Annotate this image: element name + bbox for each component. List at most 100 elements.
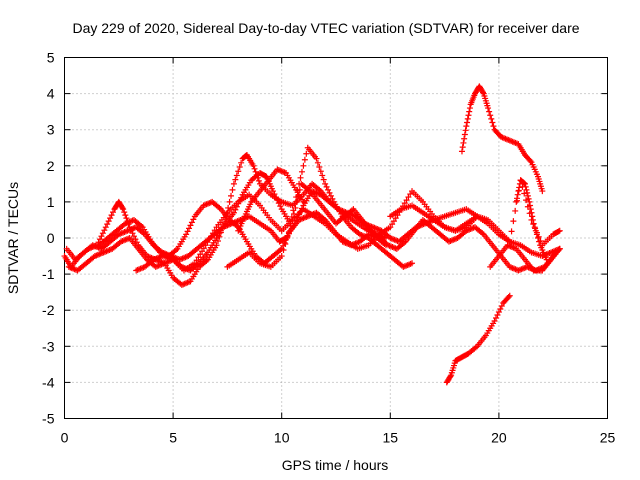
x-tick-label: 0 — [61, 430, 69, 446]
data-point — [525, 195, 532, 202]
data-point — [303, 150, 310, 157]
series-arc-12 — [487, 242, 563, 274]
y-tick-label: -1 — [42, 266, 55, 282]
data-point — [409, 260, 416, 267]
data-point — [236, 164, 243, 171]
data-point — [490, 123, 497, 130]
data-point — [506, 292, 513, 299]
data-point — [284, 235, 291, 241]
data-point — [206, 236, 213, 243]
data-point — [226, 198, 233, 205]
data-point — [521, 190, 528, 197]
series-arc-9 — [513, 177, 550, 263]
data-point — [275, 200, 282, 207]
data-point — [225, 204, 232, 211]
data-point — [403, 197, 410, 204]
data-point — [110, 209, 117, 216]
data-point — [529, 216, 536, 223]
data-point — [498, 302, 505, 309]
data-point — [527, 206, 534, 213]
data-point — [529, 213, 536, 220]
y-tick-label: 0 — [47, 230, 55, 246]
data-point — [329, 195, 336, 202]
y-tick-label: 3 — [47, 122, 55, 138]
data-point — [461, 131, 468, 138]
data-point — [301, 156, 308, 163]
data-point — [327, 192, 334, 199]
data-point — [204, 239, 211, 246]
data-point — [101, 227, 108, 234]
data-point — [486, 108, 493, 115]
data-point — [274, 197, 281, 204]
data-point — [102, 224, 109, 231]
data-point — [229, 186, 236, 193]
data-point — [510, 218, 517, 225]
data-point — [250, 162, 257, 169]
data-point — [323, 183, 330, 190]
data-point — [407, 191, 414, 198]
x-tick-label: 15 — [383, 430, 399, 446]
y-tick-label: 1 — [47, 194, 55, 210]
data-point — [505, 293, 512, 300]
data-point — [494, 312, 501, 319]
chart-title: Day 229 of 2020, Sidereal Day-to-day VTE… — [72, 20, 579, 36]
data-point — [495, 309, 502, 316]
data-point — [514, 195, 520, 202]
data-point — [298, 168, 305, 175]
data-point — [183, 231, 190, 238]
data-point — [462, 127, 469, 134]
data-point — [528, 209, 535, 216]
data-point — [209, 230, 216, 237]
data-point — [512, 207, 519, 214]
data-point — [326, 189, 333, 196]
series-arc-5 — [133, 188, 481, 274]
data-point — [272, 194, 279, 201]
series-arc-11 — [443, 292, 513, 386]
data-point — [316, 164, 323, 171]
data-point — [187, 222, 194, 229]
data-point — [129, 230, 136, 237]
data-point — [282, 241, 289, 248]
data-points — [61, 83, 563, 386]
data-point — [200, 245, 207, 252]
data-point — [191, 260, 198, 267]
data-point — [447, 373, 454, 380]
data-point — [521, 180, 528, 187]
data-point — [514, 191, 521, 198]
data-point — [233, 172, 240, 179]
data-point — [461, 135, 468, 142]
data-point — [556, 245, 563, 252]
y-tick-label: 5 — [47, 50, 55, 66]
data-point — [466, 105, 473, 112]
data-point — [230, 180, 237, 187]
data-point — [322, 180, 329, 187]
data-point — [463, 123, 470, 130]
data-point — [555, 228, 562, 235]
data-point — [387, 224, 394, 231]
data-point — [211, 227, 218, 234]
data-point — [235, 168, 242, 175]
data-point — [314, 159, 321, 166]
data-point — [232, 176, 239, 183]
data-point — [98, 233, 105, 240]
data-point — [193, 257, 200, 264]
y-tick-label: 4 — [47, 86, 55, 102]
data-point — [497, 305, 504, 312]
data-point — [99, 230, 106, 237]
data-point — [270, 188, 277, 195]
data-point — [319, 172, 326, 179]
data-point — [313, 155, 320, 162]
data-point — [297, 174, 304, 181]
data-point — [487, 112, 494, 119]
data-point — [389, 221, 396, 228]
data-point — [521, 180, 528, 187]
data-point — [122, 212, 129, 219]
data-point — [515, 188, 522, 195]
y-tick-label: 2 — [47, 158, 55, 174]
data-point — [300, 162, 307, 169]
data-point — [516, 184, 523, 191]
data-point — [405, 194, 412, 201]
data-point — [278, 253, 285, 260]
x-tick-labels: 0 5 10 15 20 25 — [61, 430, 616, 446]
data-point — [208, 233, 215, 240]
